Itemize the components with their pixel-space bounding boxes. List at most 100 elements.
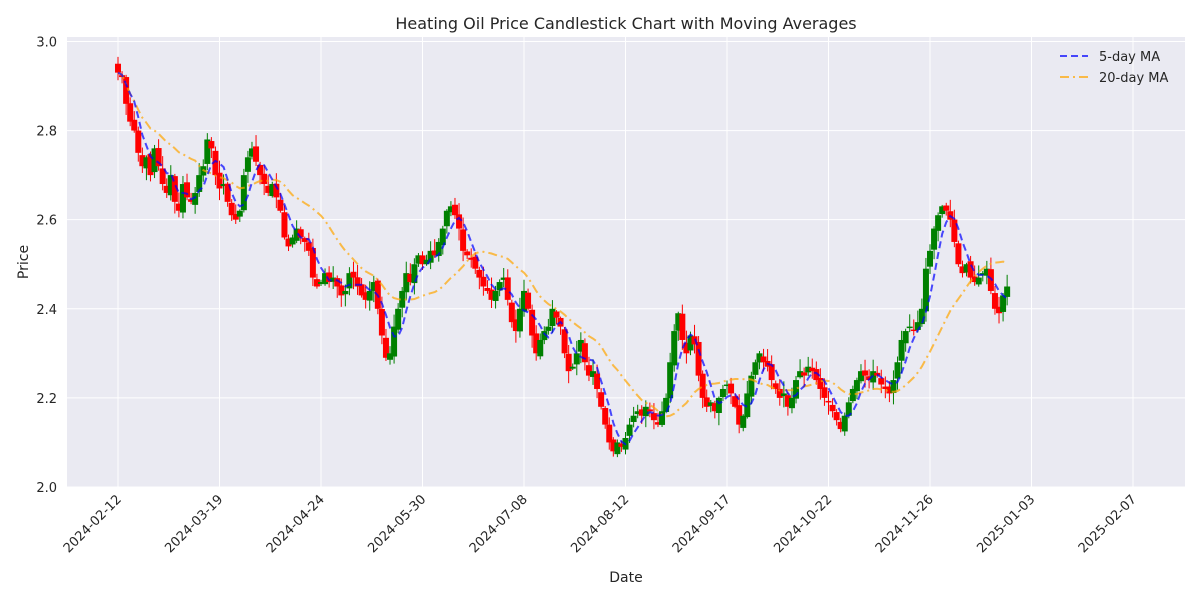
candle-body: [382, 337, 389, 358]
candle-body: [910, 329, 917, 332]
candle-body: [719, 388, 726, 398]
x-tick-label: 2024-04-24: [264, 492, 328, 556]
candle-body: [224, 183, 231, 202]
candle-body: [533, 333, 540, 354]
candle-body: [821, 387, 828, 398]
candle-body: [301, 238, 308, 242]
candle-body: [269, 184, 276, 197]
candle-body: [845, 402, 852, 416]
candle-body: [143, 157, 150, 169]
candle-body: [175, 203, 182, 211]
candle-body: [971, 276, 978, 283]
candle-body: [545, 326, 552, 331]
candle-body: [927, 250, 933, 267]
candle-body: [833, 412, 840, 421]
candle-body: [610, 439, 617, 452]
candle-body: [171, 176, 178, 202]
candle-body: [127, 103, 134, 122]
candle-body: [740, 415, 747, 428]
candle-body: [671, 331, 678, 366]
candle-body: [500, 277, 507, 280]
candle-body: [289, 237, 296, 245]
candle-body: [772, 383, 779, 389]
candle-body: [598, 392, 605, 407]
x-axis-ticks: 2024-02-12 2024-03-19 2024-04-24 2024-05-30…: [61, 492, 1140, 556]
candle-body: [699, 373, 706, 398]
candle-body: [590, 371, 597, 377]
candle-body: [683, 342, 690, 354]
candle-body: [472, 256, 479, 269]
ma5-line: [117, 71, 1008, 446]
candle-body: [675, 313, 682, 331]
x-tick-label: 2024-03-19: [162, 492, 226, 556]
candle-body: [281, 212, 288, 238]
candle-body: [577, 339, 584, 352]
candle-body: [780, 393, 787, 397]
candle-body: [914, 322, 921, 330]
candle-body: [829, 404, 836, 412]
candle-body: [163, 185, 170, 193]
candle-body: [849, 388, 856, 402]
candle-body: [155, 148, 162, 167]
candle-body: [894, 362, 901, 379]
candle-body: [715, 397, 722, 414]
candle-body: [508, 302, 515, 323]
candle-body: [935, 215, 942, 231]
candle-body: [285, 238, 292, 247]
candle-body: [776, 388, 783, 398]
candle-body: [257, 164, 264, 176]
candle-body: [395, 308, 402, 330]
candle-body: [419, 255, 426, 265]
candle-body: [480, 276, 487, 287]
legend: 5-day MA 20-day MA: [1060, 50, 1168, 86]
candle-body: [147, 154, 154, 176]
y-tick-label: 2.0: [36, 481, 57, 496]
candle-body: [439, 228, 446, 246]
candle-body: [516, 308, 523, 332]
candle-body: [330, 277, 337, 282]
candle-body: [797, 371, 804, 378]
candle-body: [265, 185, 272, 193]
candle-body: [492, 290, 499, 301]
candle-body: [196, 175, 203, 192]
candle-body: [521, 290, 527, 312]
candle-body: [334, 278, 341, 287]
candle-body: [387, 353, 394, 360]
candle-body: [451, 204, 458, 216]
candle-body: [362, 292, 369, 300]
candle-body: [784, 395, 791, 407]
candle-body: [581, 343, 588, 363]
candle-body: [825, 400, 832, 403]
candle-body: [963, 264, 970, 273]
candle-body: [602, 407, 609, 425]
candle-body: [594, 373, 601, 389]
y-tick-label: 2.4: [36, 303, 57, 318]
candle-body: [630, 415, 637, 423]
candle-body: [399, 290, 406, 308]
y-tick-label: 2.2: [36, 392, 57, 407]
candle-body: [569, 366, 576, 369]
candle-body: [431, 250, 438, 256]
candle-body: [123, 77, 130, 104]
candle-body: [273, 183, 280, 198]
candle-body: [906, 326, 913, 329]
candle-body: [703, 397, 710, 407]
candles: [115, 56, 1011, 458]
candle-body: [212, 150, 219, 176]
candle-body: [468, 257, 475, 260]
candle-body: [297, 229, 304, 238]
candle-body: [606, 424, 613, 443]
candle-body: [541, 331, 548, 341]
candle-body: [476, 269, 483, 278]
candle-body: [768, 364, 775, 381]
candle-body: [711, 403, 718, 412]
candle-body: [931, 228, 938, 250]
candle-body: [435, 241, 442, 256]
candle-body: [293, 228, 300, 241]
x-tick-label: 2024-09-17: [670, 492, 734, 556]
candle-body: [898, 339, 905, 361]
candle-body: [922, 268, 929, 312]
candle-body: [192, 192, 199, 205]
candle-body: [261, 173, 268, 185]
candle-body: [504, 277, 511, 300]
